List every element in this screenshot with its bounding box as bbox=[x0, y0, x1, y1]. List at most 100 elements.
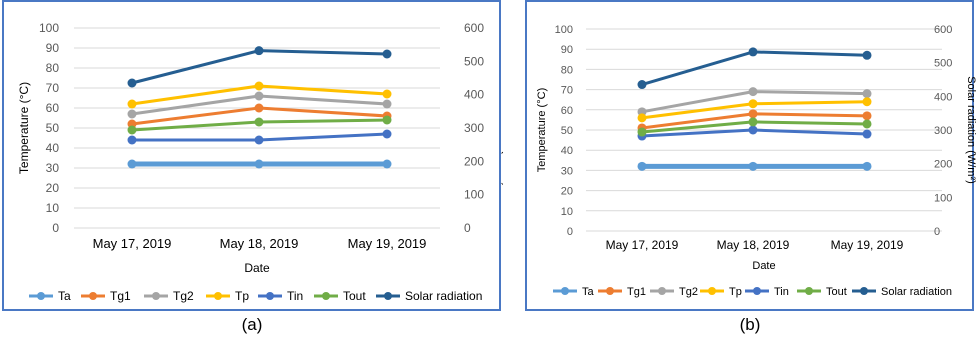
y2-tick-label: 200 bbox=[934, 159, 952, 171]
y-tick-label: 30 bbox=[46, 161, 60, 175]
y-tick-label: 60 bbox=[561, 105, 573, 117]
legend-label-tp: Tp bbox=[235, 289, 249, 303]
data-point-ta bbox=[127, 159, 137, 169]
y-tick-label: 50 bbox=[46, 121, 60, 135]
y2-tick-label: 500 bbox=[464, 54, 484, 68]
y-tick-label: 90 bbox=[46, 41, 60, 55]
y-tick-label: 20 bbox=[561, 186, 573, 198]
legend-swatch-marker bbox=[214, 292, 222, 300]
data-point-tin bbox=[862, 129, 872, 139]
data-point-tg2 bbox=[382, 99, 392, 109]
y-tick-label: 40 bbox=[561, 145, 573, 157]
chart-plot-group: 0 10 20 30 40 50 60 70 80 90 100 0 100 200 300 400 500 60… bbox=[536, 24, 976, 298]
y2-tick-label: 200 bbox=[464, 154, 484, 168]
legend-label-tin: Tin bbox=[287, 289, 303, 303]
data-point-tout bbox=[637, 127, 647, 137]
y-tick-label: 10 bbox=[561, 206, 573, 218]
legend-label-tout: Tout bbox=[343, 289, 366, 303]
x-tick-label: May 17, 2019 bbox=[93, 236, 172, 251]
y-tick-label: 40 bbox=[46, 141, 60, 155]
chart-a-svg: 0 10 20 30 40 50 60 70 80 90 100 0 100 200 300 400 500 60… bbox=[17, 21, 503, 303]
y-tick-label: 30 bbox=[561, 165, 573, 177]
legend-label-solar-radiation: Solar radiation bbox=[881, 286, 952, 298]
data-point-tg2 bbox=[862, 89, 872, 99]
data-point-tout bbox=[254, 117, 264, 127]
y-tick-label: 100 bbox=[39, 21, 59, 35]
x-tick-label: May 18, 2019 bbox=[717, 238, 790, 252]
legend-label-solar-radiation: Solar radiation bbox=[405, 289, 482, 303]
data-point-solar-radiation bbox=[382, 49, 392, 59]
y2-tick-label: 300 bbox=[934, 125, 952, 137]
data-point-tin bbox=[127, 135, 137, 145]
data-point-tg1 bbox=[862, 111, 872, 121]
chart-b-svg: 0 10 20 30 40 50 60 70 80 90 100 0 100 200 300 400 500 60… bbox=[536, 24, 976, 298]
y2-tick-label: 600 bbox=[934, 24, 952, 36]
data-point-solar-radiation bbox=[862, 50, 872, 60]
y-tick-label: 70 bbox=[561, 85, 573, 97]
data-point-solar-radiation bbox=[637, 80, 647, 90]
y-tick-label: 90 bbox=[561, 44, 573, 56]
data-point-tout bbox=[862, 119, 872, 129]
y2-tick-label: 600 bbox=[464, 21, 484, 35]
y2-tick-label: 0 bbox=[464, 221, 471, 235]
chart-panel-b: 0 10 20 30 40 50 60 70 80 90 100 0 100 200 300 400 500 60… bbox=[525, 0, 976, 311]
panel-caption-b: (b) bbox=[739, 315, 761, 334]
legend-label-tin: Tin bbox=[774, 286, 789, 298]
data-point-tin bbox=[254, 135, 264, 145]
y2-tick-label: 0 bbox=[934, 226, 940, 238]
y2-tick-label: 500 bbox=[934, 58, 952, 70]
data-point-ta bbox=[382, 159, 392, 169]
data-point-tout bbox=[127, 125, 137, 135]
x-tick-label: May 18, 2019 bbox=[220, 236, 299, 251]
y-tick-label: 80 bbox=[561, 64, 573, 76]
y-tick-label: 70 bbox=[46, 81, 60, 95]
y2-tick-label: 400 bbox=[464, 88, 484, 102]
data-point-tin bbox=[382, 129, 392, 139]
chart-plot-group: 0 10 20 30 40 50 60 70 80 90 100 0 100 200 300 400 500 60… bbox=[17, 21, 503, 303]
data-point-tg1 bbox=[254, 103, 264, 113]
legend-swatch-marker bbox=[384, 292, 392, 300]
legend-label-tg1: Tg1 bbox=[110, 289, 131, 303]
y2-axis-title: Solar radiation (W/m²) bbox=[501, 69, 503, 186]
legend-label-tg2: Tg2 bbox=[173, 289, 194, 303]
data-point-tg2 bbox=[127, 109, 137, 119]
y-tick-label: 50 bbox=[561, 125, 573, 137]
y2-tick-label: 400 bbox=[934, 91, 952, 103]
y2-tick-label: 300 bbox=[464, 121, 484, 135]
data-point-tp bbox=[127, 99, 137, 109]
y-tick-label: 0 bbox=[52, 221, 59, 235]
data-point-ta bbox=[748, 161, 758, 171]
series-line-solar-radiation bbox=[641, 50, 868, 86]
legend-label-tg2: Tg2 bbox=[679, 286, 698, 298]
legend-swatch-marker bbox=[561, 287, 569, 295]
data-point-tp bbox=[254, 81, 264, 91]
legend-label-tout: Tout bbox=[826, 286, 847, 298]
y-axis-title: Temperature (°C) bbox=[17, 82, 31, 174]
y-axis-title: Temperature (°C) bbox=[536, 88, 548, 172]
legend-swatch-marker bbox=[89, 292, 97, 300]
y2-axis-title: Solar radiation (W/m²) bbox=[965, 76, 976, 184]
x-axis-title: Date bbox=[752, 260, 775, 272]
legend-label-tg1: Tg1 bbox=[627, 286, 646, 298]
data-point-tp bbox=[382, 89, 392, 99]
legend-swatch-marker bbox=[658, 287, 666, 295]
data-point-ta bbox=[862, 161, 872, 171]
y-tick-label: 20 bbox=[46, 181, 60, 195]
legend-swatch-marker bbox=[708, 287, 716, 295]
data-point-tp bbox=[748, 99, 758, 109]
legend-swatch-marker bbox=[805, 287, 813, 295]
series-line-solar-radiation bbox=[131, 49, 388, 85]
y-tick-label: 0 bbox=[567, 226, 573, 238]
data-point-solar-radiation bbox=[127, 78, 137, 88]
legend-swatch-marker bbox=[753, 287, 761, 295]
legend-swatch-marker bbox=[860, 287, 868, 295]
y2-tick-label: 100 bbox=[464, 188, 484, 202]
data-point-tg1 bbox=[748, 109, 758, 119]
data-point-ta bbox=[254, 159, 264, 169]
data-point-tp bbox=[862, 97, 872, 107]
legend-swatch-marker bbox=[152, 292, 160, 300]
chart-panel-a: 0 10 20 30 40 50 60 70 80 90 100 0 100 200 300 400 500 60… bbox=[2, 0, 503, 311]
data-point-tout bbox=[382, 115, 392, 125]
legend-label-ta: Ta bbox=[582, 286, 595, 298]
y-tick-label: 10 bbox=[46, 201, 60, 215]
